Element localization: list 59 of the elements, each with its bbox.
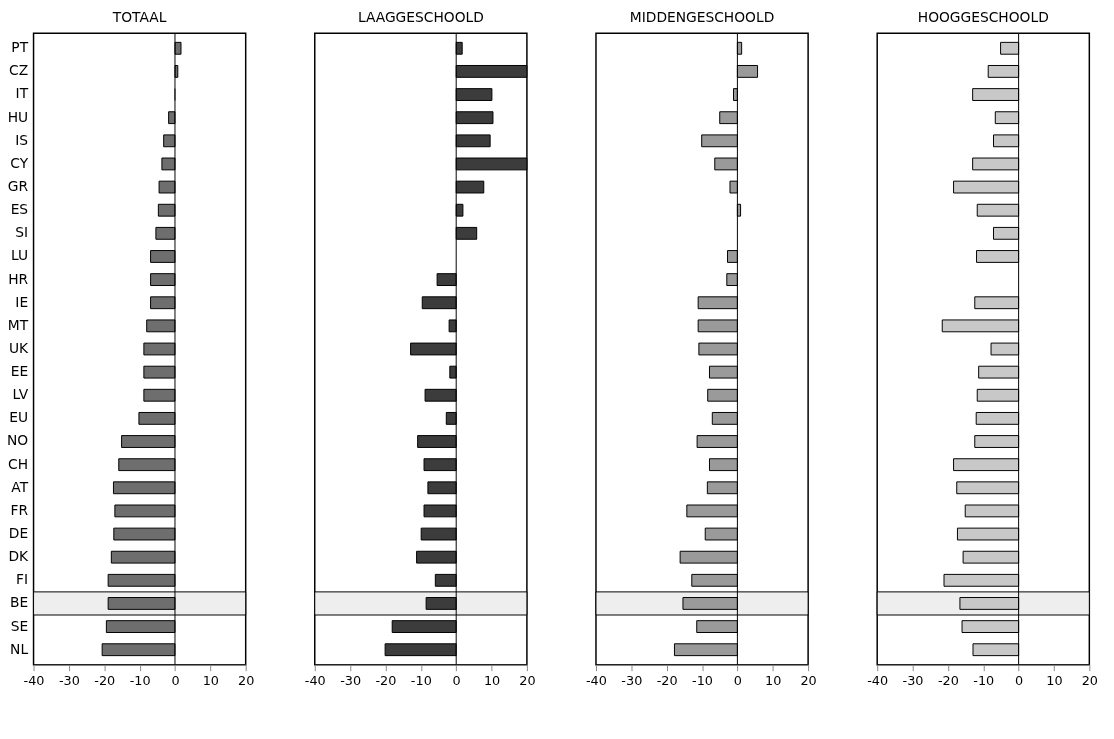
y-tick-label: CH <box>8 455 29 472</box>
y-tick-label: CY <box>10 154 29 171</box>
x-tick-label: -10 <box>692 672 714 688</box>
x-tick-label: -30 <box>621 672 643 688</box>
y-tick-label: IS <box>15 131 29 148</box>
y-tick-label: AT <box>11 478 29 495</box>
x-tick-label: 10 <box>1046 672 1063 688</box>
x-tick-label: 0 <box>1015 672 1024 688</box>
chart-title: MIDDENGESCHOOLD <box>629 8 775 25</box>
x-tick-label: -40 <box>304 672 326 688</box>
x-tick-label: -10 <box>129 672 151 688</box>
y-tick-label: IT <box>15 85 29 102</box>
x-tick-label: 20 <box>519 672 536 688</box>
y-tick-label: SI <box>15 224 29 241</box>
x-tick-label: -20 <box>94 672 116 688</box>
x-tick-label: -40 <box>867 672 889 688</box>
chart-title: LAAGGESCHOOLD <box>357 8 484 25</box>
y-tick-label: UK <box>8 339 30 356</box>
y-tick-label: CZ <box>9 62 29 79</box>
x-tick-label: 0 <box>733 672 742 688</box>
chart-title: HOOGGESCHOOLD <box>917 8 1049 25</box>
y-tick-label: EU <box>9 409 29 426</box>
y-tick-label: IE <box>15 293 29 310</box>
x-tick-label: 20 <box>800 672 817 688</box>
y-tick-label: SE <box>10 617 29 634</box>
x-tick-label: -40 <box>23 672 45 688</box>
x-tick-label: -10 <box>410 672 432 688</box>
x-tick-label: 10 <box>202 672 219 688</box>
y-tick-label: LU <box>11 247 29 264</box>
y-tick-label: HU <box>7 108 29 125</box>
x-tick-label: 0 <box>171 672 180 688</box>
x-tick-label: -30 <box>340 672 362 688</box>
y-tick-label: HR <box>8 270 29 287</box>
y-tick-label: DE <box>8 525 29 541</box>
y-tick-label: MT <box>7 316 29 333</box>
y-tick-label: GR <box>7 178 29 195</box>
y-tick-label: DK <box>8 548 30 565</box>
y-tick-label: NL <box>10 640 29 657</box>
x-tick-label: -20 <box>656 672 678 688</box>
y-tick-label: BE <box>9 594 29 611</box>
y-tick-label: EE <box>10 363 29 380</box>
y-tick-label: LV <box>12 386 29 403</box>
y-tick-label: ES <box>10 201 29 218</box>
x-tick-label: -30 <box>902 672 924 688</box>
y-tick-label: PT <box>11 39 29 56</box>
y-tick-label: FR <box>10 501 29 518</box>
y-tick-label: NO <box>6 432 29 449</box>
x-tick-label: -10 <box>973 672 995 688</box>
chart-title: TOTAAL <box>111 8 167 25</box>
x-tick-label: -40 <box>586 672 607 688</box>
y-tick-label: FI <box>16 571 29 588</box>
x-tick-label: -20 <box>375 672 397 688</box>
x-tick-label: 20 <box>238 672 255 688</box>
x-tick-label: 10 <box>765 672 782 688</box>
x-tick-label: 10 <box>483 672 501 688</box>
x-tick-label: -30 <box>58 672 80 688</box>
x-tick-label: 20 <box>1081 672 1098 688</box>
x-tick-label: 0 <box>452 672 461 688</box>
x-tick-label: -20 <box>937 672 959 688</box>
